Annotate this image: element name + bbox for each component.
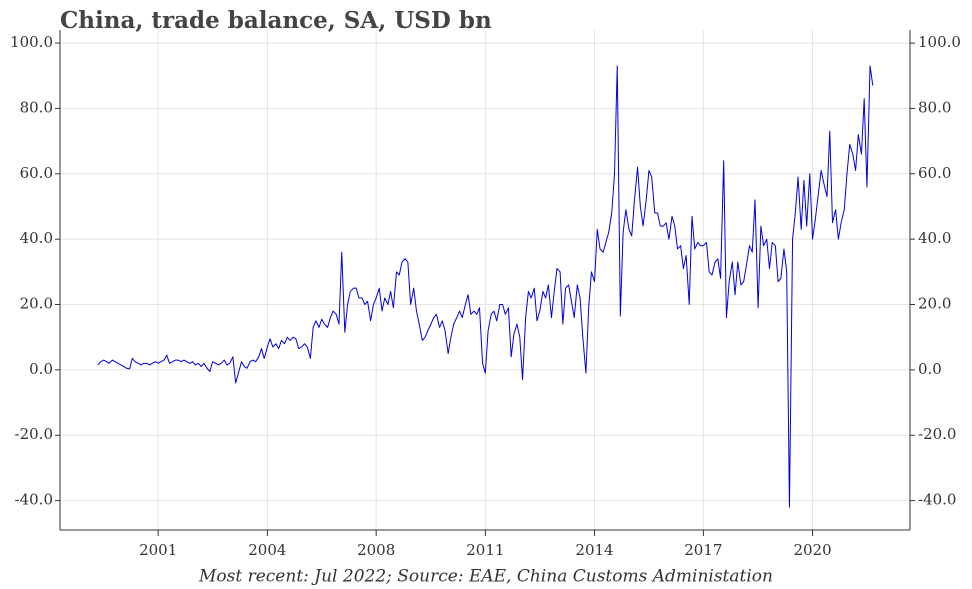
x-tick-label: 2001 (139, 541, 177, 559)
y2-tick-label: 80.0 (918, 98, 951, 116)
y-tick-label: 0.0 (29, 360, 53, 378)
x-tick-label: 2008 (357, 541, 395, 559)
y-tick-label: -20.0 (15, 425, 53, 443)
y-tick-label: 80.0 (20, 98, 53, 116)
y2-tick-label: 0.0 (918, 360, 942, 378)
x-tick-label: 2020 (793, 541, 831, 559)
footnote: Most recent: Jul 2022; Source: EAE, Chin… (198, 567, 773, 587)
y-tick-label: -40.0 (15, 491, 53, 509)
y2-tick-label: 20.0 (918, 295, 951, 313)
y-tick-label: 40.0 (20, 229, 53, 247)
y-tick-label: 20.0 (20, 295, 53, 313)
y-tick-label: 100.0 (10, 33, 53, 51)
x-tick-label: 2017 (684, 541, 722, 559)
data-line (97, 65, 874, 508)
y2-tick-label: 100.0 (918, 33, 961, 51)
x-tick-label: 2014 (575, 541, 613, 559)
y2-tick-label: -20.0 (918, 425, 956, 443)
y-tick-label: 60.0 (20, 164, 53, 182)
x-tick-label: 2004 (248, 541, 286, 559)
y2-tick-label: 40.0 (918, 229, 951, 247)
y2-tick-label: 60.0 (918, 164, 951, 182)
x-tick-label: 2011 (466, 541, 504, 559)
y2-tick-label: -40.0 (918, 491, 956, 509)
chart-title: China, trade balance, SA, USD bn (60, 7, 492, 34)
